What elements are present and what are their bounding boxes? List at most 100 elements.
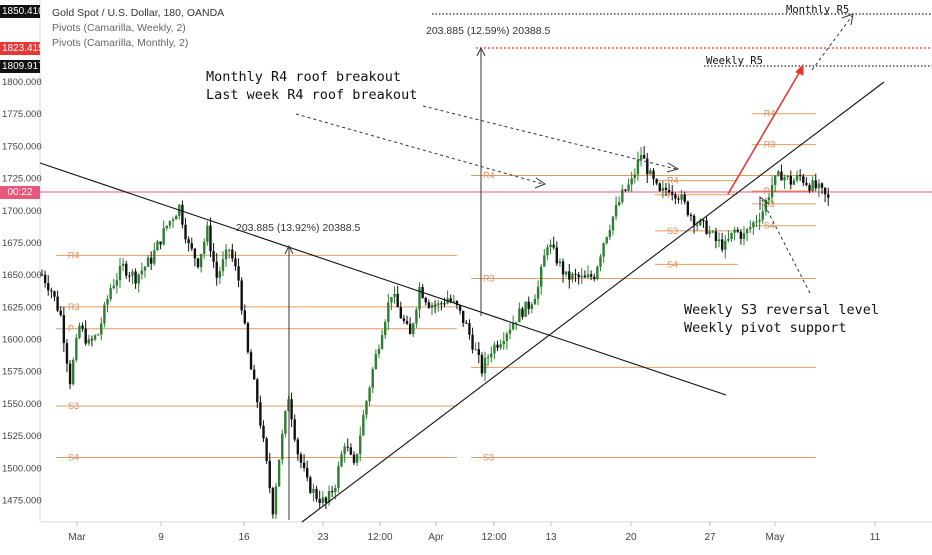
candle-body (171, 219, 175, 222)
measure-arrow-2-head (476, 46, 486, 57)
measure-label-1: 203.885 (13.92%) 20388.5 (236, 222, 361, 234)
candle-body (490, 353, 493, 358)
candle-body (65, 343, 69, 364)
candle-body (458, 305, 462, 311)
candle-body (493, 344, 496, 354)
candle-body (758, 219, 761, 222)
candle-body (692, 215, 696, 226)
x-tick-label: 20 (625, 532, 637, 543)
candle-body (533, 298, 537, 305)
candle-body (786, 176, 789, 178)
candle-body (374, 354, 378, 370)
chart-legend: Gold Spot / U.S. Dollar, 180, OANDA Pivo… (52, 6, 224, 51)
price-tag-monthly-r5: 1850.410 (0, 5, 44, 18)
candle-body (468, 323, 471, 335)
y-tick-label: 1500.000 (2, 463, 42, 474)
legend-weekly-pivots[interactable]: Pivots (Camarilla, Weekly, 2) (52, 22, 186, 34)
candle-body (536, 286, 540, 299)
y-tick-label: 1550.000 (2, 399, 42, 410)
candle-body (231, 249, 234, 259)
candle-body (181, 204, 184, 225)
candle-body (820, 183, 824, 188)
candle-body (128, 275, 131, 277)
candle-body (558, 261, 562, 264)
candle-body (515, 322, 518, 324)
candle-body (571, 273, 574, 280)
candle-body (318, 498, 321, 504)
candle-body (309, 477, 312, 493)
candle-body (100, 323, 103, 335)
y-tick-label: 1725.000 (2, 174, 42, 185)
candle-body (452, 301, 456, 303)
candle-body (103, 304, 106, 324)
candle-body (496, 344, 499, 348)
candle-body (174, 215, 178, 220)
price-tag-red-level: 1823.415 (0, 42, 44, 55)
candle-body (296, 439, 300, 455)
candle-body (739, 231, 743, 239)
candle-body (396, 294, 399, 308)
candle-body (187, 239, 190, 244)
pivot-label: S4 (667, 259, 678, 269)
candle-body (206, 225, 209, 242)
candle-body (440, 303, 443, 305)
candle-body (805, 182, 808, 186)
candle-body (112, 285, 115, 289)
candle-body (686, 201, 690, 216)
candle-body (184, 224, 187, 240)
y-tick-label: 1525.000 (2, 431, 42, 442)
candle-body (387, 302, 390, 322)
candle-body (792, 180, 796, 185)
dashed-arrow-monthly-head (534, 177, 547, 189)
candle-body (499, 344, 502, 348)
candle-body (708, 231, 711, 234)
candle-body (568, 271, 571, 280)
candle-body (215, 261, 218, 278)
candle-body (624, 189, 627, 191)
candle-body (243, 310, 246, 324)
x-tick-label: 11 (870, 532, 881, 543)
pivot-label: R4 (68, 250, 80, 260)
annotation-weekly-s3: Weekly S3 reversal level (684, 302, 880, 318)
candle-body (371, 369, 374, 388)
legend-monthly-pivots[interactable]: Pivots (Camarilla, Monthly, 2) (52, 37, 189, 49)
candle-body (486, 357, 490, 359)
x-tick-label: Apr (428, 532, 444, 543)
candle-body (798, 175, 802, 177)
candle-body (115, 280, 119, 286)
candle-body (521, 308, 524, 317)
candle-body (636, 159, 640, 175)
candle-body (75, 337, 78, 360)
candle-body (599, 256, 602, 267)
candle-body (203, 241, 206, 254)
candle-body (774, 175, 777, 185)
candle-body (412, 323, 415, 335)
pivot-label: S3 (667, 226, 678, 236)
pivot-label: R3 (68, 302, 80, 312)
candle-body (265, 438, 268, 461)
candle-body (140, 270, 144, 275)
pivot-label: S3 (483, 452, 494, 462)
candle-body (359, 435, 362, 454)
candle-body (630, 178, 633, 185)
y-tick-label: 1475.000 (2, 495, 42, 506)
candle-body (811, 180, 814, 191)
candle-body (664, 187, 668, 191)
x-tick-label: 12:00 (481, 532, 506, 543)
candle-body (474, 349, 477, 351)
candle-body (362, 414, 365, 436)
candle-body (146, 257, 150, 267)
candle-body (730, 232, 733, 239)
candle-body (667, 190, 671, 193)
dashed-arrow-r5-head (841, 13, 854, 26)
ascending-trendline (301, 81, 885, 523)
candle-body (761, 211, 764, 220)
candle-body (518, 308, 521, 323)
candle-body (583, 275, 587, 278)
candle-body (212, 251, 215, 262)
candle-body (287, 399, 290, 412)
candle-body (477, 349, 480, 355)
candle-body (78, 325, 81, 338)
x-tick-label: 16 (238, 532, 250, 543)
